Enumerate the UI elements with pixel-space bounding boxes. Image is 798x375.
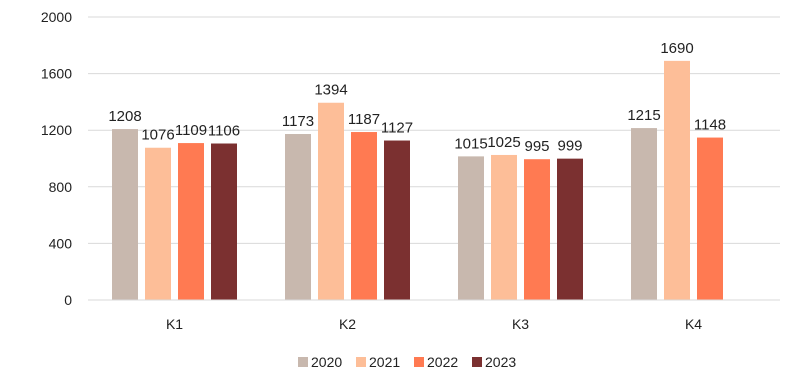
data-label: 1076 — [141, 127, 174, 144]
y-tick-label: 400 — [49, 235, 73, 251]
bar-k3-2023 — [557, 158, 583, 300]
data-label: 999 — [557, 138, 582, 155]
data-label: 1208 — [108, 108, 141, 125]
y-tick-label: 0 — [64, 292, 72, 308]
legend-swatch — [472, 357, 482, 367]
legend-swatch — [298, 357, 308, 367]
data-label: 1173 — [282, 113, 314, 130]
legend-label: 2023 — [485, 354, 516, 370]
bar-k4-2021 — [664, 60, 690, 300]
data-label: 1215 — [627, 107, 660, 124]
data-label: 1148 — [694, 117, 726, 134]
bar-k3-2021 — [491, 154, 517, 300]
bar-k3-2020 — [458, 156, 484, 300]
y-tick-label: 2000 — [41, 9, 72, 25]
bar-k1-2020 — [112, 129, 138, 300]
bar-k1-2023 — [211, 143, 237, 300]
data-label: 1394 — [314, 82, 347, 99]
bar-k1-2021 — [145, 147, 171, 300]
data-label: 1690 — [660, 40, 693, 57]
data-label: 1015 — [454, 135, 487, 152]
bar-k2-2023 — [384, 140, 410, 300]
y-axis: 0 400 800 1200 1600 2000 — [41, 9, 72, 308]
bar-k2-2020 — [285, 134, 311, 300]
legend: 2020 2021 2022 2023 — [298, 354, 516, 370]
bar-k2-2021 — [318, 102, 344, 301]
data-label: 1187 — [348, 111, 380, 128]
x-tick-label: K3 — [512, 316, 529, 332]
legend-label: 2021 — [369, 354, 400, 370]
x-tick-label: K2 — [339, 316, 356, 332]
data-label: 1127 — [381, 120, 413, 137]
y-tick-label: 1600 — [41, 66, 72, 82]
legend-label: 2020 — [311, 354, 342, 370]
legend-label: 2022 — [427, 354, 458, 370]
y-tick-label: 1200 — [41, 122, 72, 138]
x-tick-label: K1 — [166, 316, 183, 332]
data-label: 1109 — [175, 122, 207, 139]
bar-k4-2020 — [631, 128, 657, 300]
bar-k2-2022 — [351, 132, 377, 300]
bars — [112, 60, 723, 301]
data-label: 995 — [524, 138, 549, 155]
bar-k4-2022 — [697, 137, 723, 300]
data-label: 1106 — [208, 123, 240, 140]
bar-k1-2022 — [178, 143, 204, 300]
x-axis: K1 K2 K3 K4 — [88, 299, 780, 332]
legend-swatch — [414, 357, 424, 367]
data-label: 1025 — [487, 134, 520, 151]
legend-swatch — [356, 357, 366, 367]
x-tick-label: K4 — [685, 316, 702, 332]
y-tick-label: 800 — [49, 179, 73, 195]
bar-k3-2022 — [524, 159, 550, 300]
